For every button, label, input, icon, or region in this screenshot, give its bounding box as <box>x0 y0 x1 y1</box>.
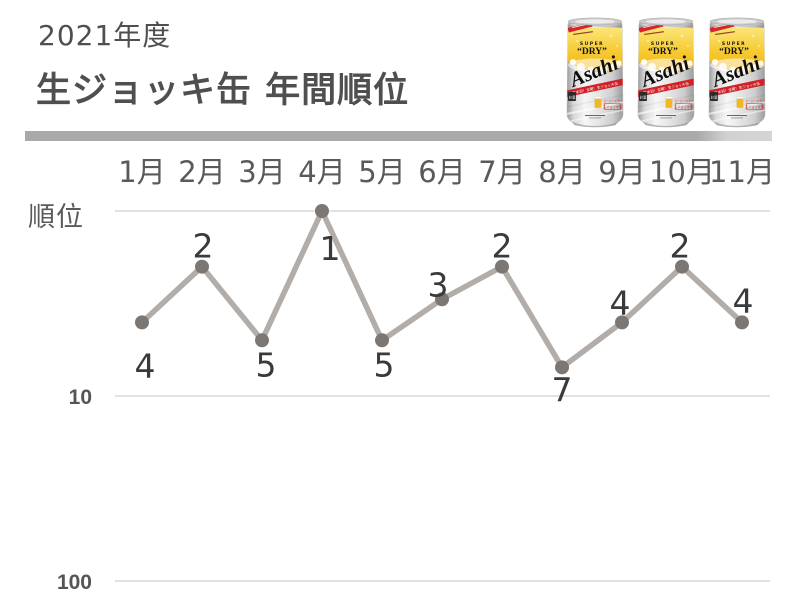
x-tick-label: 9月 <box>598 155 645 189</box>
can-side-label: お酒 <box>640 95 647 100</box>
can-box-line1: スーパードライ <box>745 99 765 103</box>
data-point-label: 1 <box>320 229 341 268</box>
can-box-line2: 生ジョッキ缶 <box>674 104 693 109</box>
data-point-label: 4 <box>610 283 631 322</box>
fiscal-year-label: 2021年度 <box>38 19 172 52</box>
product-cans-image: SUPER “DRY” Asahi 日本初！全開！生ジョッキ缶 スーパードライ … <box>561 11 773 132</box>
data-point-label: 2 <box>193 227 214 266</box>
can-dry-label: “DRY” <box>577 46 607 57</box>
x-tick-label: 11月 <box>709 155 775 189</box>
data-point-marker <box>375 333 389 348</box>
data-point-marker <box>555 360 569 375</box>
data-point-marker <box>135 315 149 330</box>
can-mug-icon <box>594 98 602 109</box>
data-point-label: 7 <box>552 370 573 409</box>
data-point-label: 4 <box>135 346 156 385</box>
y-axis-title: 順位 <box>28 202 84 233</box>
can-side-label: お酒 <box>569 95 576 100</box>
data-point-label: 2 <box>670 227 691 266</box>
can-box-line2: 生ジョッキ缶 <box>603 104 622 109</box>
data-point-marker <box>735 315 749 330</box>
x-tick-label: 10月 <box>649 155 715 189</box>
data-point-label: 5 <box>374 345 395 384</box>
can-mug-icon <box>736 98 744 109</box>
can-side-label: お酒 <box>711 95 718 100</box>
data-point-marker <box>495 259 509 274</box>
data-point-label: 4 <box>733 281 754 320</box>
can-super-label: SUPER <box>651 41 675 47</box>
x-tick-label: 5月 <box>358 155 405 189</box>
can-box-line2: 生ジョッキ缶 <box>745 104 764 109</box>
can-super-label: SUPER <box>722 41 746 47</box>
data-point-label: 3 <box>428 265 449 304</box>
beer-can-image: SUPER “DRY” Asahi 日本初！全開！生ジョッキ缶 スーパードライ … <box>637 17 695 128</box>
x-tick-label: 8月 <box>538 155 585 189</box>
x-tick-label: 4月 <box>298 155 345 189</box>
header-divider-bar <box>25 131 772 141</box>
data-point-marker <box>435 292 449 307</box>
x-tick-label: 7月 <box>478 155 525 189</box>
x-tick-label: 3月 <box>238 155 285 189</box>
beer-can-image: SUPER “DRY” Asahi 日本初！全開！生ジョッキ缶 スーパードライ … <box>708 17 766 128</box>
data-point-marker <box>675 259 689 274</box>
y-tick-label: 100 <box>57 571 92 594</box>
data-point-marker <box>195 259 209 274</box>
x-tick-label: 2月 <box>178 155 225 189</box>
data-point-marker <box>315 204 329 218</box>
x-tick-label: 6月 <box>418 155 465 189</box>
data-point-marker <box>255 333 269 348</box>
can-mug-icon <box>665 98 673 109</box>
can-dry-label: “DRY” <box>719 46 749 57</box>
page-title: 生ジョッキ缶 年間順位 <box>36 71 410 111</box>
can-dry-label: “DRY” <box>648 46 678 57</box>
can-super-label: SUPER <box>580 41 604 47</box>
data-point-marker <box>615 315 629 330</box>
y-tick-label: 10 <box>69 386 92 409</box>
can-box-line1: スーパードライ <box>603 99 623 103</box>
x-tick-label: 1月 <box>118 155 165 189</box>
data-point-label: 5 <box>256 345 277 384</box>
beer-can-image: SUPER “DRY” Asahi 日本初！全開！生ジョッキ缶 スーパードライ … <box>566 17 624 128</box>
can-box-line1: スーパードライ <box>674 99 694 103</box>
data-point-label: 2 <box>492 227 513 266</box>
